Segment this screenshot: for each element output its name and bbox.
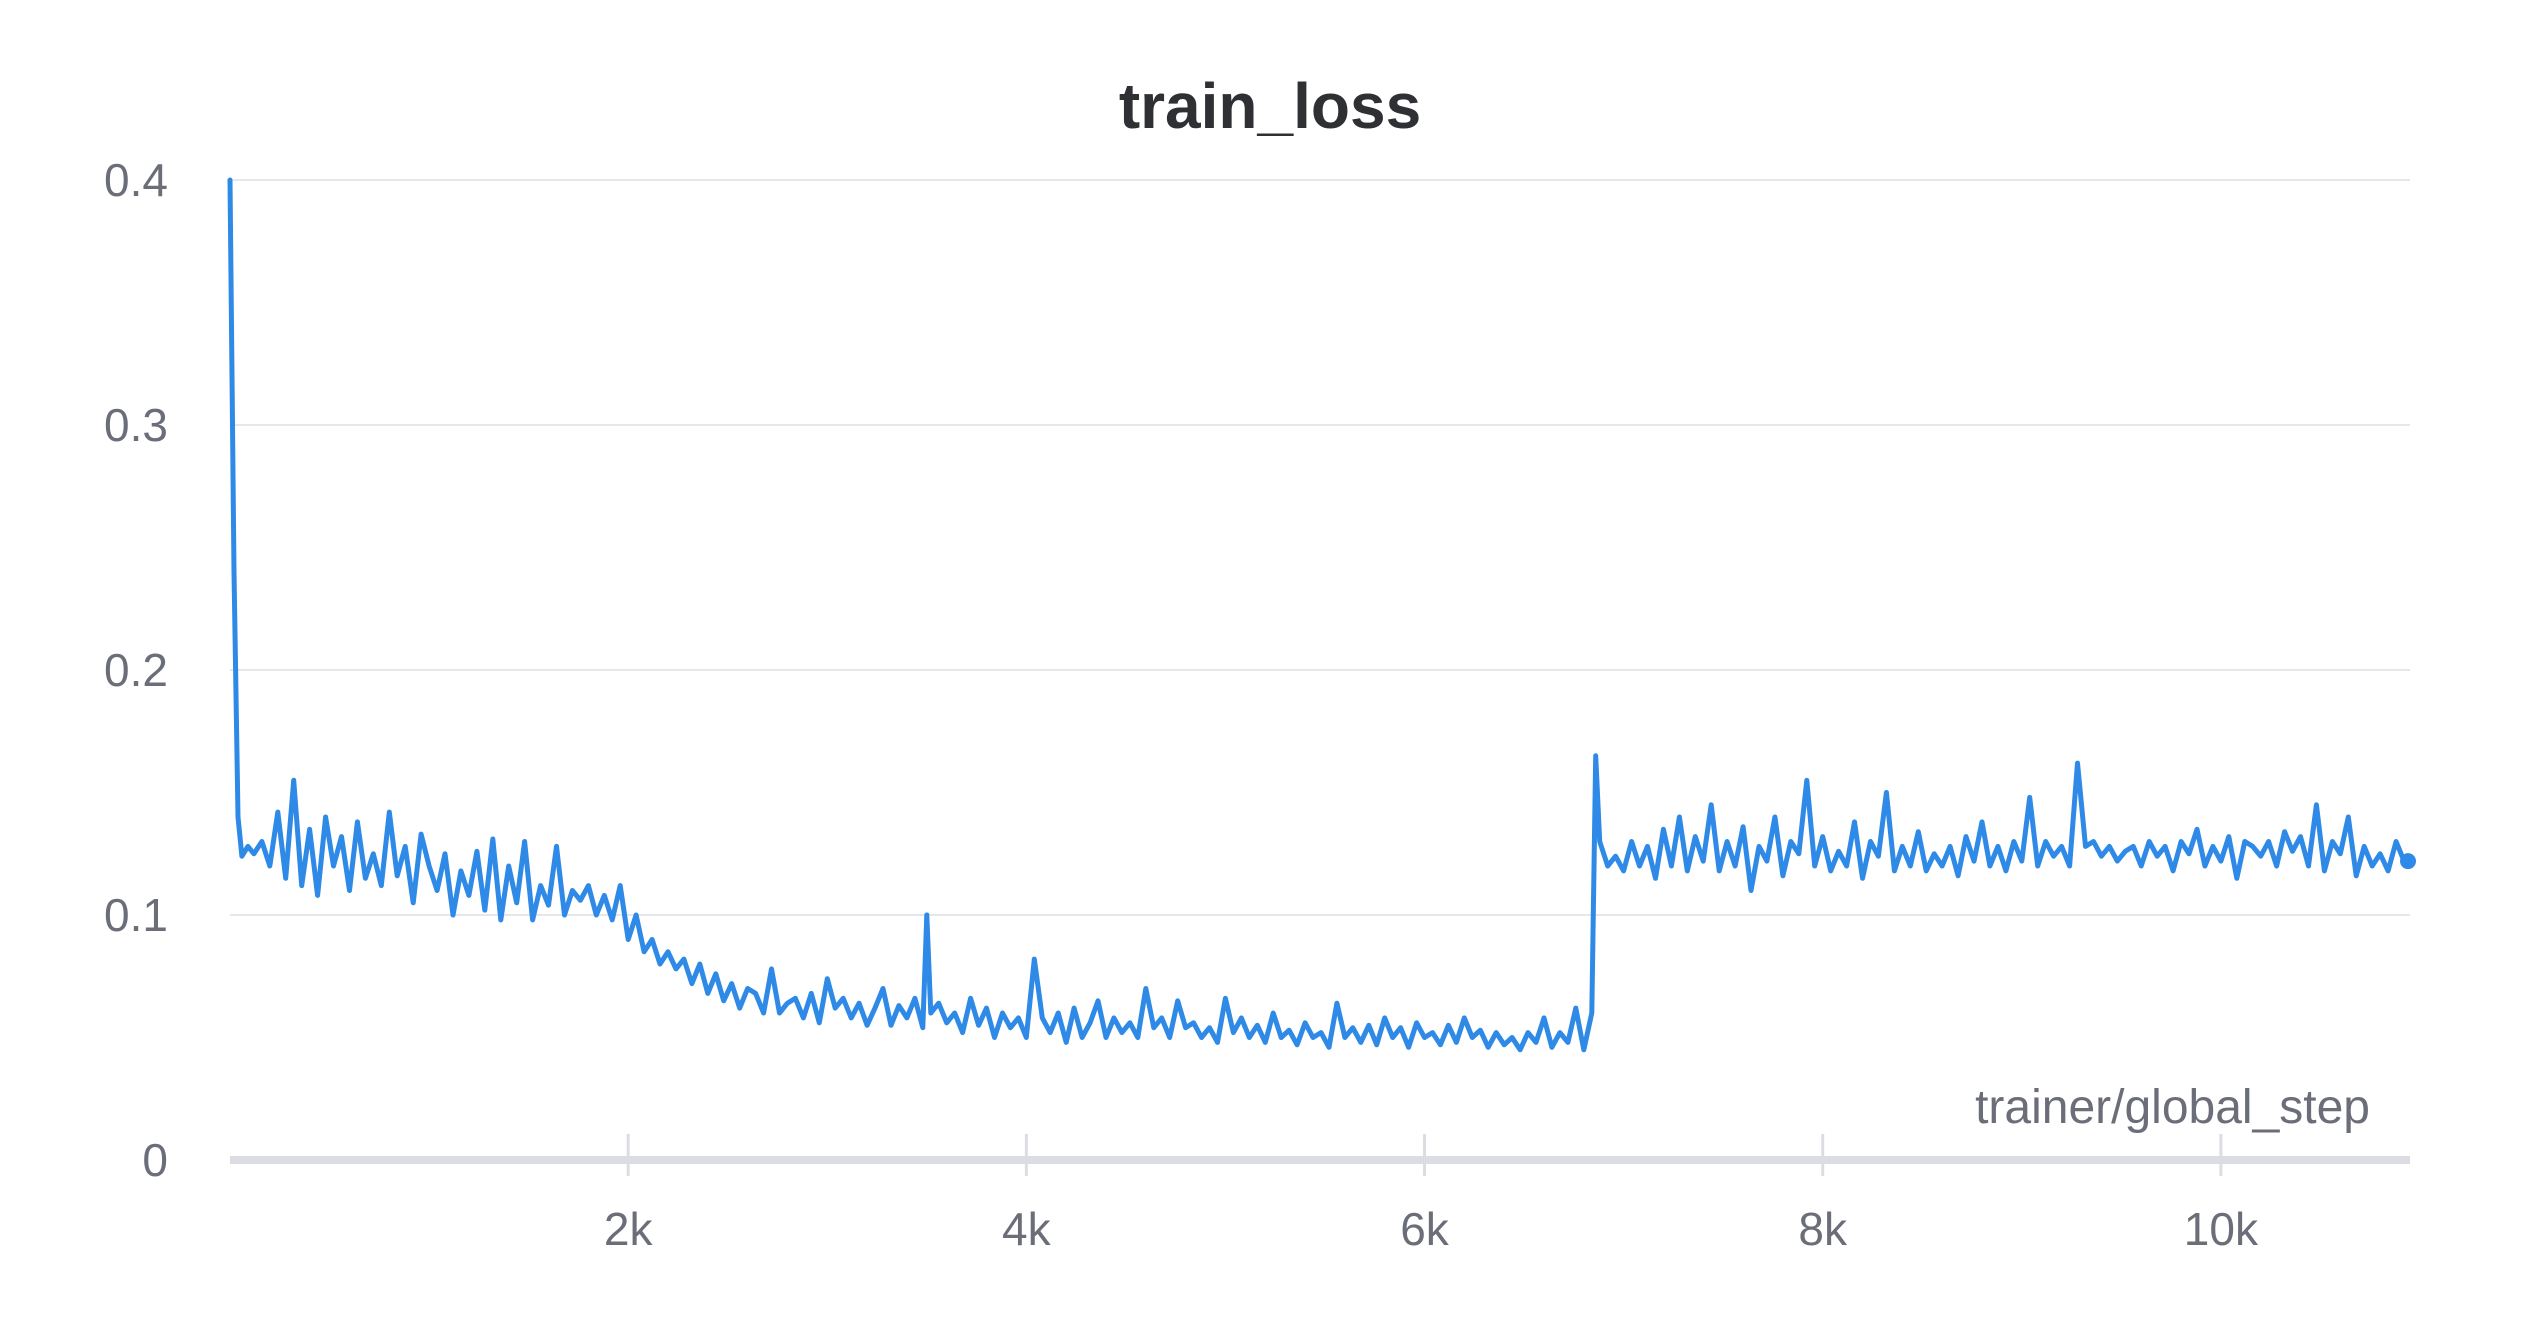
series-end-point xyxy=(2400,853,2417,870)
series-line-0 xyxy=(227,177,2411,1053)
y-tick-label: 0 xyxy=(142,1134,168,1186)
x-tick-label: 4k xyxy=(1002,1203,1052,1255)
y-tick-label: 0.1 xyxy=(104,889,168,941)
y-tick-label: 0.4 xyxy=(104,154,168,206)
series-group xyxy=(227,177,2417,1053)
x-tick-label: 10k xyxy=(2184,1203,2259,1255)
x-tick-label: 8k xyxy=(1798,1203,1848,1255)
y-tick-label: 0.3 xyxy=(104,399,168,451)
x-tick-label: 2k xyxy=(604,1203,654,1255)
chart-title: train_loss xyxy=(1119,70,1421,142)
x-tick-label: 6k xyxy=(1400,1203,1450,1255)
grid-lines xyxy=(230,179,2410,916)
x-axis-label: trainer/global_step xyxy=(1975,1081,2370,1134)
y-tick-label: 0.2 xyxy=(104,644,168,696)
x-axis: 2k 4k 6k 8k 10k xyxy=(230,1134,2410,1255)
y-axis-ticks: 0 0.1 0.2 0.3 0.4 xyxy=(104,154,168,1186)
